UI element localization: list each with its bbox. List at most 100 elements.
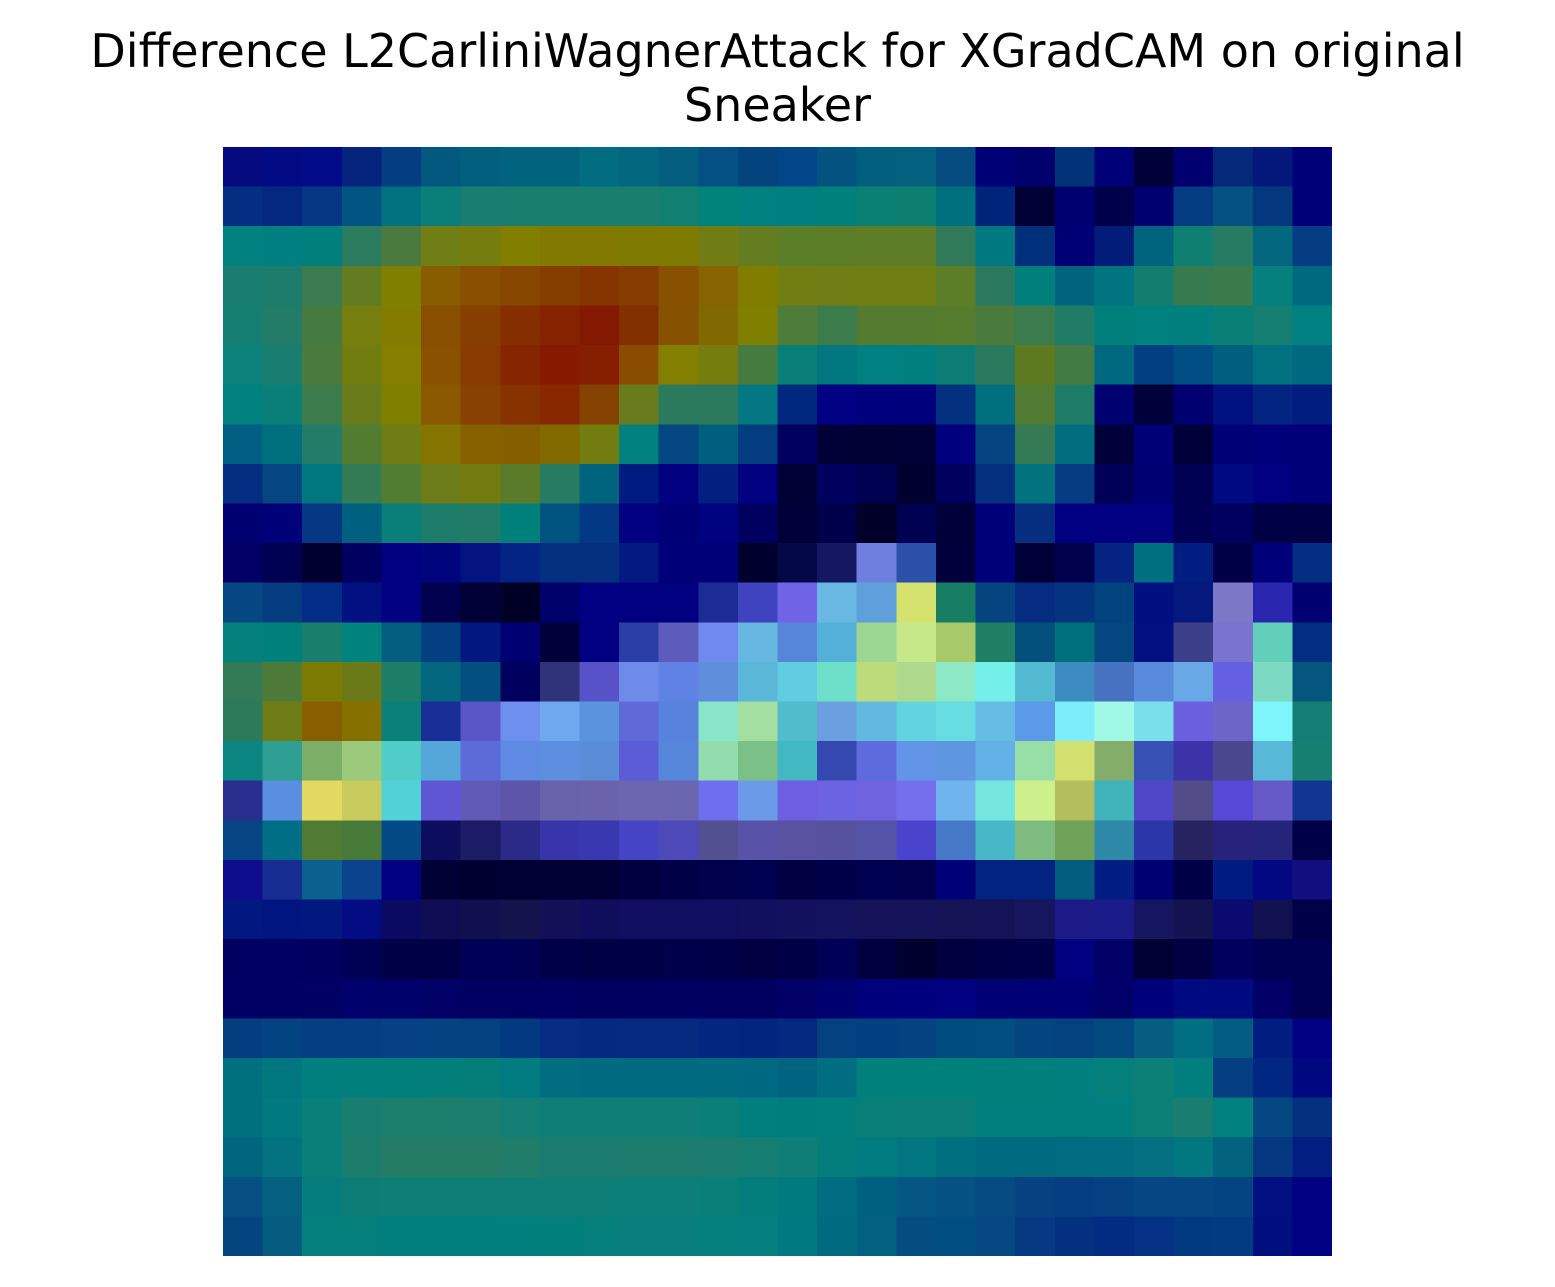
heatmap-cell-22-1 — [262, 1018, 304, 1059]
heatmap-cell-20-19 — [975, 939, 1016, 980]
heatmap-cell-6-16 — [856, 384, 898, 426]
heatmap-cell-0-23 — [1133, 147, 1175, 188]
heatmap-cell-10-16 — [856, 543, 898, 584]
heatmap-cell-9-13 — [737, 503, 779, 544]
heatmap-cell-19-4 — [381, 899, 422, 940]
heatmap-cell-27-5 — [421, 1216, 462, 1256]
heatmap-cell-13-5 — [421, 661, 462, 703]
heatmap-cell-16-3 — [341, 780, 383, 822]
heatmap-cell-16-5 — [421, 780, 462, 822]
heatmap-cell-6-12 — [698, 384, 739, 426]
heatmap-cell-3-4 — [381, 265, 422, 307]
heatmap-cell-0-25 — [1213, 147, 1254, 188]
heatmap-cell-2-2 — [302, 226, 343, 267]
heatmap-cell-18-3 — [341, 859, 383, 901]
heatmap-cell-17-11 — [658, 820, 700, 861]
heatmap-cell-4-16 — [856, 305, 898, 346]
heatmap-cell-26-11 — [658, 1176, 700, 1218]
heatmap-cell-16-1 — [262, 780, 304, 822]
heatmap-cell-6-20 — [1015, 384, 1056, 426]
heatmap-cell-6-17 — [896, 384, 937, 426]
heatmap-cell-21-18 — [935, 978, 977, 1020]
heatmap-cell-2-18 — [935, 226, 977, 267]
heatmap-cell-11-21 — [1054, 582, 1096, 624]
heatmap-cell-12-17 — [896, 622, 937, 663]
heatmap-cell-11-12 — [698, 582, 739, 624]
heatmap-cell-23-23 — [1133, 1057, 1175, 1099]
heatmap-cell-8-21 — [1054, 463, 1096, 505]
heatmap-cell-3-5 — [421, 265, 462, 307]
heatmap-cell-17-14 — [777, 820, 818, 861]
heatmap-cell-12-22 — [1094, 622, 1135, 663]
heatmap-cell-10-27 — [1292, 543, 1332, 584]
heatmap-cell-3-15 — [817, 265, 858, 307]
heatmap-cell-20-8 — [539, 939, 581, 980]
heatmap-cell-20-16 — [856, 939, 898, 980]
heatmap-cell-26-23 — [1133, 1176, 1175, 1218]
heatmap-cell-26-3 — [341, 1176, 383, 1218]
heatmap-cell-22-6 — [460, 1018, 502, 1059]
heatmap-cell-12-10 — [619, 622, 660, 663]
heatmap-cell-3-22 — [1094, 265, 1135, 307]
heatmap-cell-22-9 — [579, 1018, 620, 1059]
heatmap-cell-16-21 — [1054, 780, 1096, 822]
heatmap-cell-4-25 — [1213, 305, 1254, 346]
heatmap-cell-2-1 — [262, 226, 304, 267]
heatmap-cell-5-24 — [1173, 345, 1214, 386]
heatmap-cell-0-6 — [460, 147, 502, 188]
heatmap-cell-25-16 — [856, 1137, 898, 1178]
heatmap-cell-5-5 — [421, 345, 462, 386]
heatmap-cell-5-22 — [1094, 345, 1135, 386]
heatmap-cell-16-25 — [1213, 780, 1254, 822]
heatmap-cell-11-22 — [1094, 582, 1135, 624]
heatmap-cell-12-2 — [302, 622, 343, 663]
heatmap-cell-14-24 — [1173, 701, 1214, 742]
heatmap-cell-27-9 — [579, 1216, 620, 1256]
heatmap-cell-17-16 — [856, 820, 898, 861]
heatmap-cell-25-3 — [341, 1137, 383, 1178]
heatmap-cell-18-6 — [460, 859, 502, 901]
heatmap-cell-6-5 — [421, 384, 462, 426]
heatmap-cell-13-19 — [975, 661, 1016, 703]
heatmap-cell-22-2 — [302, 1018, 343, 1059]
heatmap-cell-19-20 — [1015, 899, 1056, 940]
heatmap-cell-14-9 — [579, 701, 620, 742]
heatmap-cell-7-23 — [1133, 424, 1175, 465]
heatmap-cell-23-13 — [737, 1057, 779, 1099]
heatmap-cell-5-16 — [856, 345, 898, 386]
heatmap-cell-8-19 — [975, 463, 1016, 505]
heatmap-cell-25-0 — [223, 1137, 264, 1178]
heatmap-cell-4-9 — [579, 305, 620, 346]
heatmap-cell-5-18 — [935, 345, 977, 386]
heatmap-cell-18-4 — [381, 859, 422, 901]
heatmap-cell-22-12 — [698, 1018, 739, 1059]
heatmap-cell-12-13 — [737, 622, 779, 663]
heatmap-cell-21-3 — [341, 978, 383, 1020]
heatmap-cell-11-24 — [1173, 582, 1214, 624]
heatmap-cell-20-18 — [935, 939, 977, 980]
heatmap-cell-7-5 — [421, 424, 462, 465]
heatmap-cell-17-23 — [1133, 820, 1175, 861]
heatmap-cell-2-15 — [817, 226, 858, 267]
heatmap-cell-6-11 — [658, 384, 700, 426]
heatmap-cell-10-10 — [619, 543, 660, 584]
heatmap-cell-27-16 — [856, 1216, 898, 1256]
heatmap-cell-18-17 — [896, 859, 937, 901]
heatmap-cell-3-2 — [302, 265, 343, 307]
heatmap-cell-1-7 — [500, 186, 541, 228]
heatmap-cell-15-12 — [698, 741, 739, 782]
heatmap-cell-11-16 — [856, 582, 898, 624]
heatmap-cell-9-25 — [1213, 503, 1254, 544]
heatmap-cell-9-18 — [935, 503, 977, 544]
heatmap-cell-20-24 — [1173, 939, 1214, 980]
heatmap-cell-24-10 — [619, 1097, 660, 1138]
heatmap-cell-1-8 — [539, 186, 581, 228]
heatmap-cell-26-17 — [896, 1176, 937, 1218]
heatmap-cell-8-18 — [935, 463, 977, 505]
heatmap-cell-7-9 — [579, 424, 620, 465]
heatmap-cell-2-17 — [896, 226, 937, 267]
heatmap-cell-24-8 — [539, 1097, 581, 1138]
heatmap-cell-19-7 — [500, 899, 541, 940]
heatmap-cell-21-4 — [381, 978, 422, 1020]
heatmap-cell-18-24 — [1173, 859, 1214, 901]
